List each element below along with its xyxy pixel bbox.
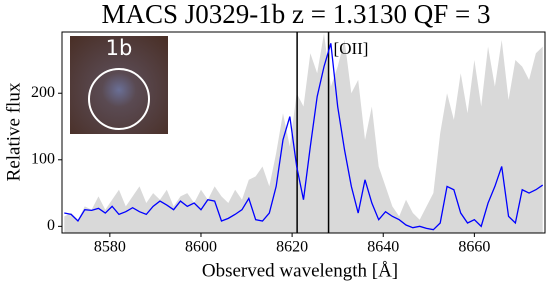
- inset-image: 1b: [70, 36, 168, 134]
- x-tick-label: 8620: [276, 239, 308, 256]
- plot-area: [OII] 8580 8600 8620 8640 8660 0 100 200: [31, 31, 546, 256]
- x-tick-label: 8580: [94, 239, 126, 256]
- flux-line: [64, 43, 544, 231]
- annotation: [OII]: [334, 39, 369, 58]
- x-tick-label: 8600: [185, 239, 217, 256]
- chart-title: MACS J0329-1b z = 1.3130 QF = 3: [102, 0, 491, 29]
- noise-area: [64, 33, 543, 233]
- y-tick-label: 0: [47, 217, 55, 234]
- plot-frame: [61, 31, 546, 234]
- data-layer: [64, 32, 544, 233]
- y-tick-label: 100: [31, 150, 55, 167]
- y-tick-label: 200: [31, 84, 55, 101]
- x-axis-label: Observed wavelength [Å]: [202, 260, 398, 281]
- x-tick-label: 8660: [458, 239, 490, 256]
- inset-label: 1b: [106, 36, 133, 60]
- x-tick-label: 8640: [367, 239, 399, 256]
- inset-background: [70, 36, 168, 134]
- y-axis-label: Relative flux: [3, 82, 24, 181]
- inset-circle: [88, 68, 150, 130]
